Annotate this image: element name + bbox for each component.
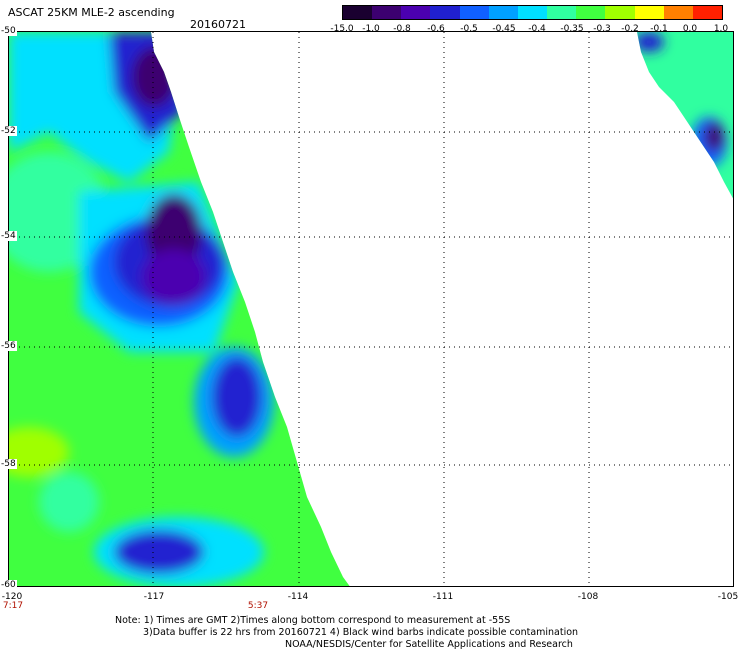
colorbar-swatch-12 bbox=[663, 6, 693, 19]
lon-label: -105 bbox=[717, 592, 739, 602]
lon-label: -111 bbox=[432, 592, 454, 602]
colorbar-swatch-4 bbox=[430, 6, 460, 19]
colorbar-label: -0.1 bbox=[650, 24, 668, 34]
colorbar-swatch-8 bbox=[547, 6, 577, 19]
colorbar-swatch-11 bbox=[634, 6, 664, 19]
colorbar-swatch-13 bbox=[692, 6, 723, 19]
colorbar-label: -0.6 bbox=[427, 24, 445, 34]
colorbar-swatch-7 bbox=[517, 6, 548, 19]
colorbar-swatch-9 bbox=[576, 6, 606, 19]
colorbar-swatch-1 bbox=[343, 6, 373, 19]
lat-label: -50 bbox=[0, 26, 17, 36]
colorbar bbox=[342, 5, 723, 20]
map-title: ASCAT 25KM MLE-2 ascending bbox=[8, 6, 175, 19]
lat-label: -58 bbox=[0, 459, 17, 469]
time-label: 7:17 bbox=[2, 601, 24, 611]
map-plot[interactable] bbox=[8, 31, 734, 587]
colorbar-swatch-10 bbox=[605, 6, 635, 19]
colorbar-label: -0.5 bbox=[460, 24, 478, 34]
colorbar-label: -0.8 bbox=[393, 24, 411, 34]
lon-label: -120 bbox=[1, 592, 23, 602]
footnote-line-3: NOAA/NESDIS/Center for Satellite Applica… bbox=[285, 639, 573, 650]
colorbar-label: 0.0 bbox=[682, 24, 698, 34]
time-label: 5:37 bbox=[247, 601, 269, 611]
colorbar-swatch-3 bbox=[401, 6, 431, 19]
colorbar-swatch-2 bbox=[372, 6, 402, 19]
swath-left bbox=[9, 32, 351, 586]
colorbar-label: -0.3 bbox=[593, 24, 611, 34]
colorbar-label: -15.0 bbox=[330, 24, 354, 34]
colorbar-swatch-5 bbox=[459, 6, 489, 19]
colorbar-swatch-6 bbox=[488, 6, 518, 19]
footnote: Note: 1) Times are GMT 2)Times along bot… bbox=[115, 615, 578, 651]
colorbar-label: -0.2 bbox=[621, 24, 639, 34]
colorbar-label: -1.0 bbox=[362, 24, 380, 34]
colorbar-label: -0.35 bbox=[560, 24, 584, 34]
lon-label: -114 bbox=[287, 592, 309, 602]
lon-label: -117 bbox=[143, 592, 165, 602]
colorbar-label: 1.0 bbox=[713, 24, 729, 34]
map-svg bbox=[9, 32, 733, 586]
colorbar-label: -0.45 bbox=[492, 24, 516, 34]
lon-label: -108 bbox=[577, 592, 599, 602]
colorbar-labels: -15.0 -1.0 -0.8 -0.6 -0.5 -0.45 -0.4 -0.… bbox=[330, 24, 732, 36]
colorbar-label: -0.4 bbox=[528, 24, 546, 34]
lat-label: -60 bbox=[0, 580, 17, 590]
lat-label: -56 bbox=[0, 341, 17, 351]
lat-label: -52 bbox=[0, 126, 17, 136]
footnote-line-2: 3)Data buffer is 22 hrs from 20160721 4)… bbox=[143, 627, 579, 638]
swath-right bbox=[637, 32, 733, 202]
footnote-line-1: Note: 1) Times are GMT 2)Times along bot… bbox=[115, 615, 511, 626]
lat-label: -54 bbox=[0, 231, 17, 241]
map-date: 20160721 bbox=[190, 18, 246, 31]
grid-lines bbox=[9, 32, 733, 586]
